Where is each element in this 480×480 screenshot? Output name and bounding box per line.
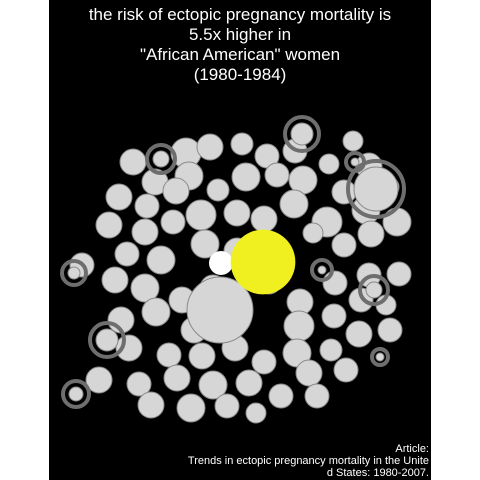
bubble — [322, 270, 348, 296]
bubble — [264, 162, 290, 188]
bubble — [279, 189, 309, 219]
bubble — [333, 357, 359, 383]
bubble — [160, 209, 186, 235]
ring-bubble-inner — [317, 265, 327, 275]
bubble — [230, 132, 254, 156]
bubble — [105, 183, 133, 211]
bubble — [131, 218, 159, 246]
bubble — [188, 342, 216, 370]
bubble — [283, 310, 315, 342]
bubble — [386, 261, 412, 287]
bubble — [146, 245, 176, 275]
bubble — [206, 178, 230, 202]
bubble — [190, 229, 220, 259]
ring-bubble-outer — [358, 274, 390, 306]
bubble — [119, 148, 147, 176]
title-line-3: "African American" women — [139, 45, 341, 64]
title-line-4: (1980-1984) — [193, 65, 287, 84]
ring-bubble-inner — [152, 150, 170, 168]
bubble — [130, 273, 160, 303]
bubble — [382, 207, 412, 237]
bubble — [342, 130, 364, 152]
chart-panel: the risk of ectopic pregnancy mortality … — [49, 0, 431, 480]
ring-bubble-inner — [353, 166, 399, 212]
bubble-plot — [60, 115, 412, 424]
bubble — [295, 359, 323, 387]
bubble — [377, 317, 403, 343]
bubble — [318, 153, 340, 175]
ring-bubble-outer — [310, 258, 334, 282]
bubble — [268, 383, 294, 409]
ring-bubble-outer — [370, 347, 390, 367]
bubble — [162, 177, 190, 205]
bubble — [223, 199, 251, 227]
bubble — [302, 222, 324, 244]
bubble — [101, 266, 129, 294]
ring-bubble-outer — [145, 143, 177, 175]
bubble — [357, 220, 385, 248]
caption-line-3: d States: 1980-2007. — [326, 467, 429, 479]
bubble — [214, 393, 240, 419]
bubble — [250, 205, 278, 233]
caption-line-1: Article: — [395, 443, 429, 455]
ring-bubble-inner — [290, 122, 314, 146]
source-caption: Article: Trends in ectopic pregnancy mor… — [188, 443, 429, 479]
ring-bubble-outer — [344, 151, 366, 173]
bubble — [141, 297, 171, 327]
ring-bubble-inner — [350, 157, 360, 167]
bubble — [304, 383, 330, 409]
ring-bubble-outer — [88, 321, 126, 359]
bubble — [126, 371, 152, 397]
bubble — [321, 303, 347, 329]
bubble — [156, 342, 182, 368]
large-bubble — [186, 276, 254, 344]
reference-bubble — [209, 251, 233, 275]
ring-bubble-inner — [67, 266, 81, 280]
ring-bubble-outer — [283, 115, 321, 153]
ring-bubble-inner — [95, 328, 119, 352]
bubble — [235, 369, 263, 397]
bubble — [196, 133, 224, 161]
ring-bubble-inner — [68, 386, 84, 402]
caption-line-2: Trends in ectopic pregnancy mortality in… — [187, 455, 429, 467]
title-line-1: the risk of ectopic pregnancy mortality … — [88, 5, 392, 24]
bubble — [85, 366, 113, 394]
bubble — [345, 320, 373, 348]
ring-bubble-inner — [365, 281, 383, 299]
bubble — [319, 338, 343, 362]
bubble — [231, 162, 261, 192]
ring-bubble-outer — [346, 159, 406, 219]
highlight-bubble — [230, 229, 296, 295]
bubble — [251, 349, 277, 375]
ring-bubble-inner — [375, 352, 385, 362]
bubble — [245, 402, 267, 424]
bubble — [198, 370, 228, 400]
ring-bubble-outer — [60, 259, 88, 287]
bubble — [114, 241, 140, 267]
ring-bubble-outer — [61, 379, 91, 409]
bubble — [176, 393, 206, 423]
bubble — [163, 364, 191, 392]
bubble — [137, 391, 165, 419]
bubble — [95, 211, 123, 239]
bubble — [331, 232, 357, 258]
bubble — [185, 199, 217, 231]
chart-title: the risk of ectopic pregnancy mortality … — [49, 5, 431, 85]
bubble — [134, 193, 160, 219]
title-line-2: 5.5x higher in — [188, 25, 292, 44]
